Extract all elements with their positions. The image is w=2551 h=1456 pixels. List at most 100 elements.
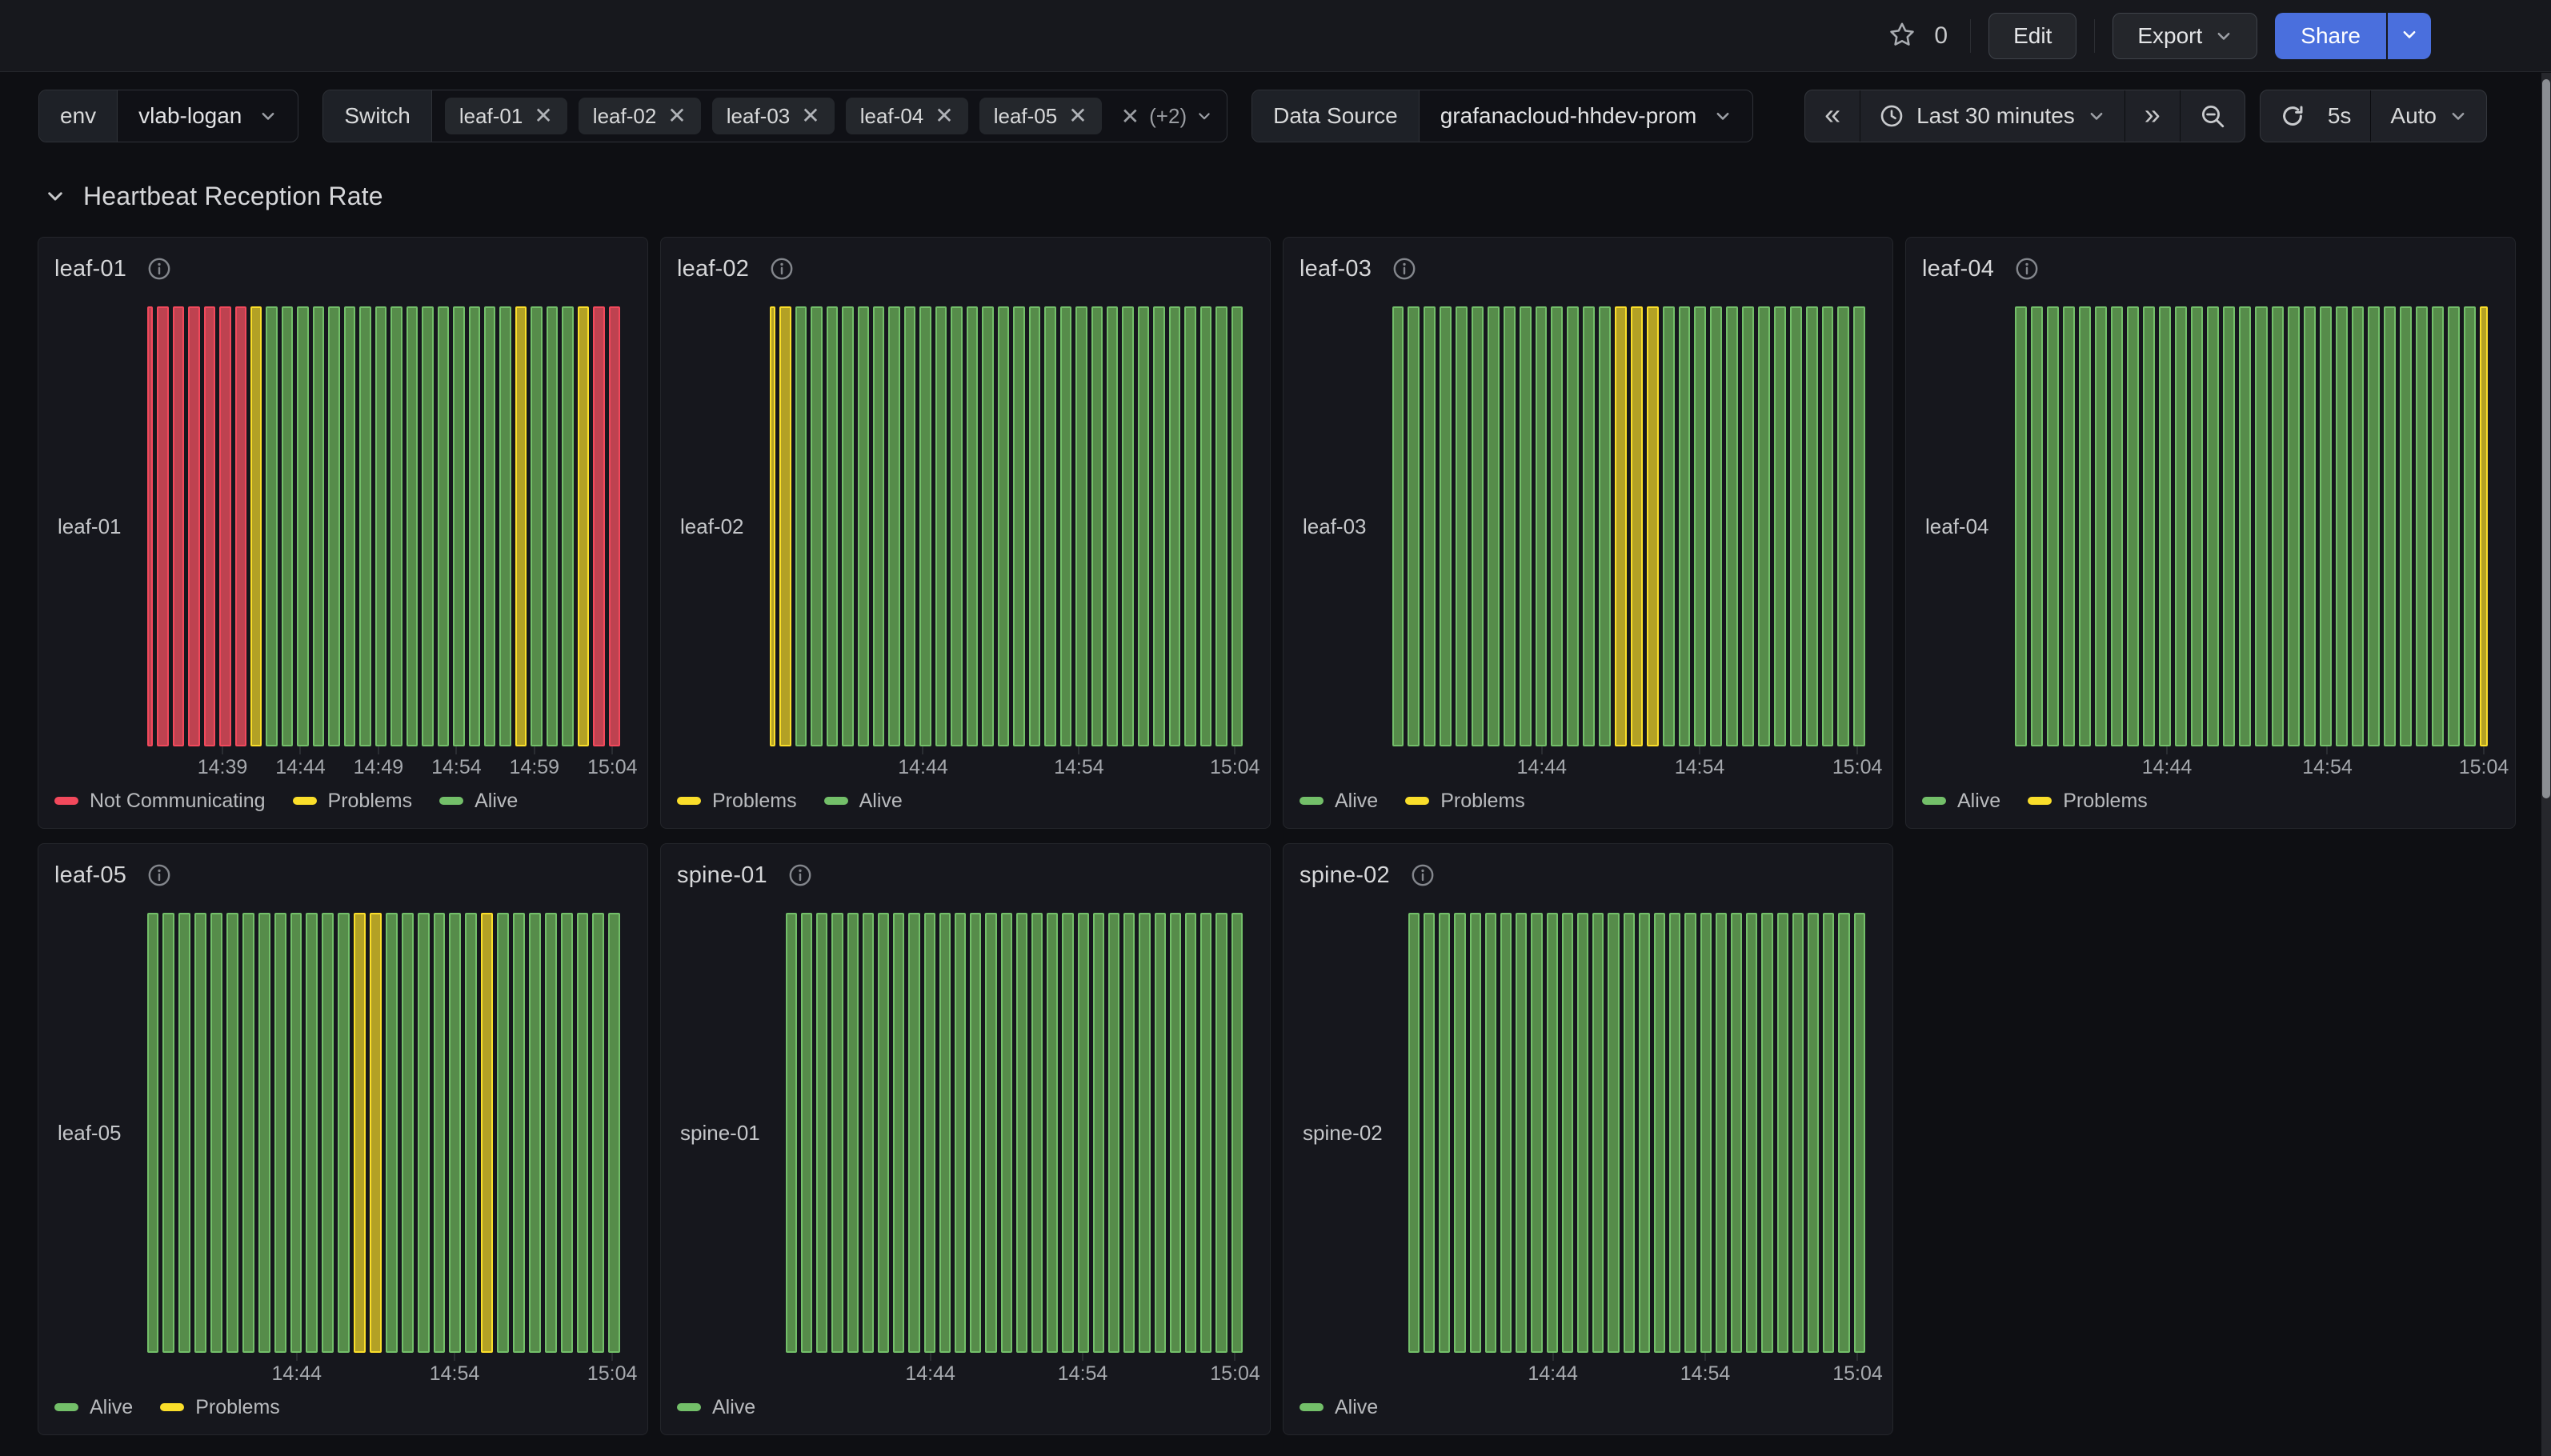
close-icon[interactable]: ✕ xyxy=(534,105,552,127)
state-bar-problems xyxy=(770,306,776,746)
legend-item-problems[interactable]: Problems xyxy=(160,1396,280,1419)
state-bar-alive xyxy=(1184,306,1195,746)
time-shift-back-button[interactable]: « xyxy=(1805,90,1860,142)
x-tick-mark xyxy=(534,746,535,754)
state-bar-not-communicating xyxy=(593,306,604,746)
close-icon[interactable]: ✕ xyxy=(935,105,953,127)
template-variables: env vlab-logan Switch leaf-01✕leaf-02✕le… xyxy=(38,90,1753,142)
state-bar-alive xyxy=(344,306,355,746)
state-bar-alive xyxy=(1075,306,1087,746)
scrollbar-thumb[interactable] xyxy=(2542,79,2550,798)
switch-tag-leaf-03[interactable]: leaf-03✕ xyxy=(712,98,835,134)
state-bar-alive xyxy=(322,913,334,1353)
panel-header[interactable]: leaf-02 xyxy=(677,250,1254,287)
legend-label: Alive xyxy=(90,1396,133,1419)
close-icon[interactable]: ✕ xyxy=(667,105,686,127)
legend-item-alive[interactable]: Alive xyxy=(677,1396,755,1419)
timeline-bars xyxy=(1408,913,1865,1353)
share-menu-button[interactable] xyxy=(2386,13,2431,59)
state-bar-alive xyxy=(1200,306,1211,746)
state-bar-alive xyxy=(1792,913,1804,1353)
legend-item-problems[interactable]: Problems xyxy=(293,790,413,813)
state-bar-alive xyxy=(1408,913,1420,1353)
panel-header[interactable]: leaf-05 xyxy=(54,857,631,894)
timeline-bars xyxy=(1392,306,1866,746)
edit-button[interactable]: Edit xyxy=(1988,13,2076,59)
switch-tag-leaf-02[interactable]: leaf-02✕ xyxy=(579,98,701,134)
state-bar-alive xyxy=(531,306,542,746)
panel-header[interactable]: spine-01 xyxy=(677,857,1254,894)
export-button[interactable]: Export xyxy=(2112,13,2257,59)
state-bar-alive xyxy=(2143,306,2155,746)
legend-item-problems[interactable]: Problems xyxy=(1405,790,1525,813)
x-tick-mark xyxy=(611,1353,613,1361)
refresh-interval-dropdown[interactable]: Auto xyxy=(2370,90,2486,142)
chevron-down-icon xyxy=(259,107,277,125)
state-bar-alive xyxy=(939,913,951,1353)
switch-tag-leaf-04[interactable]: leaf-04✕ xyxy=(846,98,968,134)
state-bar-problems xyxy=(578,306,589,746)
panel-header[interactable]: leaf-01 xyxy=(54,250,631,287)
state-bar-alive xyxy=(1710,306,1722,746)
legend: Problems Alive xyxy=(677,783,1254,818)
datasource-variable-selected: grafanacloud-hhdev-prom xyxy=(1440,103,1697,129)
switch-more-button[interactable]: ✕ (+2) xyxy=(1115,90,1227,142)
legend-item-alive[interactable]: Alive xyxy=(1922,790,2000,813)
time-range-picker[interactable]: Last 30 minutes xyxy=(1860,90,2124,142)
legend-item-problems[interactable]: Problems xyxy=(677,790,797,813)
switch-tag-leaf-01[interactable]: leaf-01✕ xyxy=(445,98,567,134)
datasource-variable-value[interactable]: grafanacloud-hhdev-prom xyxy=(1420,90,1753,142)
state-bar-alive xyxy=(2368,306,2380,746)
legend-item-not-communicating[interactable]: Not Communicating xyxy=(54,790,266,813)
close-icon[interactable]: ✕ xyxy=(801,105,819,127)
timeline-track: 14:4414:5415:04 xyxy=(786,913,1243,1390)
state-bar-alive xyxy=(1169,306,1180,746)
close-icon[interactable]: ✕ xyxy=(1068,105,1087,127)
switch-tag-leaf-05[interactable]: leaf-05✕ xyxy=(979,98,1102,134)
time-shift-forward-button[interactable]: » xyxy=(2124,90,2180,142)
state-bar-problems xyxy=(1615,306,1627,746)
refresh-button[interactable] xyxy=(2261,90,2325,142)
legend-item-alive[interactable]: Alive xyxy=(54,1396,133,1419)
star-icon xyxy=(1888,20,1916,51)
state-bar-alive xyxy=(434,913,446,1353)
legend-item-alive[interactable]: Alive xyxy=(824,790,903,813)
env-variable-value[interactable]: vlab-logan xyxy=(118,90,298,142)
star-button[interactable] xyxy=(1888,20,1916,51)
zoom-out-button[interactable] xyxy=(2180,90,2245,142)
state-bar-alive xyxy=(1013,306,1024,746)
datasource-variable-control: Data Source grafanacloud-hhdev-prom xyxy=(1251,90,1753,142)
state-bar-alive xyxy=(1155,913,1166,1353)
panel-title: spine-01 xyxy=(677,862,767,889)
state-timeline-chart: leaf-02 14:4414:5415:04 xyxy=(677,306,1254,783)
legend-label: Problems xyxy=(2063,790,2148,813)
info-icon[interactable] xyxy=(147,257,171,281)
legend-label: Alive xyxy=(859,790,903,813)
info-icon[interactable] xyxy=(1392,257,1416,281)
row-header[interactable]: Heartbeat Reception Rate xyxy=(45,178,2551,214)
panel-header[interactable]: leaf-03 xyxy=(1300,250,1876,287)
refresh-interval-indicator[interactable]: 5s xyxy=(2325,90,2371,142)
legend-item-alive[interactable]: Alive xyxy=(1300,1396,1378,1419)
panel-header[interactable]: leaf-04 xyxy=(1922,250,2499,287)
state-bar-alive xyxy=(951,306,962,746)
info-icon[interactable] xyxy=(2015,257,2039,281)
legend-swatch xyxy=(439,797,463,805)
x-tick-mark xyxy=(2166,746,2168,754)
export-button-label: Export xyxy=(2137,23,2202,49)
legend-item-alive[interactable]: Alive xyxy=(439,790,518,813)
info-icon[interactable] xyxy=(770,257,794,281)
panel-header[interactable]: spine-02 xyxy=(1300,857,1876,894)
legend-item-alive[interactable]: Alive xyxy=(1300,790,1378,813)
panel-title: leaf-01 xyxy=(54,256,126,282)
state-bar-alive xyxy=(1551,306,1563,746)
share-button[interactable]: Share xyxy=(2275,13,2386,59)
legend-item-problems[interactable]: Problems xyxy=(2028,790,2148,813)
state-bar-alive xyxy=(1669,913,1680,1353)
info-icon[interactable] xyxy=(1411,863,1435,887)
legend-swatch xyxy=(1922,797,1946,805)
scrollbar[interactable] xyxy=(2541,73,2551,1456)
state-bar-alive xyxy=(1608,913,1619,1353)
info-icon[interactable] xyxy=(788,863,812,887)
info-icon[interactable] xyxy=(147,863,171,887)
